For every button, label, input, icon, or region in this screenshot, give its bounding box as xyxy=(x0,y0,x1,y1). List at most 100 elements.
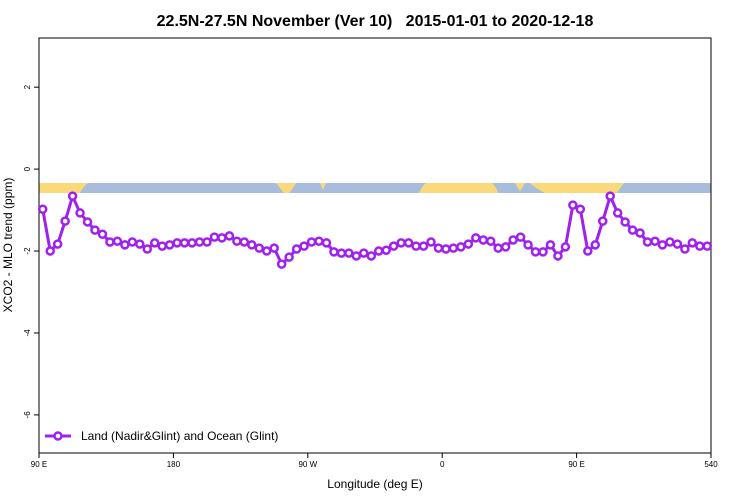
data-point xyxy=(508,235,518,245)
data-point xyxy=(381,245,391,255)
data-point xyxy=(105,237,115,247)
data-point xyxy=(52,239,63,249)
data-point xyxy=(135,239,145,249)
data-point xyxy=(612,208,623,218)
data-point xyxy=(232,236,242,246)
data-point xyxy=(366,251,377,261)
data-point xyxy=(597,216,608,226)
data-point xyxy=(456,242,466,252)
data-point xyxy=(493,243,503,253)
x-tick-label: 90 W xyxy=(298,460,317,469)
data-point xyxy=(575,204,586,214)
x-tick-label: 90 E xyxy=(31,460,47,469)
data-point xyxy=(373,246,384,256)
data-point xyxy=(209,232,220,242)
y-axis-label: XCO2 - MLO trend (ppm) xyxy=(1,178,15,313)
data-point xyxy=(202,237,212,247)
data-point xyxy=(314,236,324,246)
data-point xyxy=(515,232,526,242)
data-point xyxy=(359,248,369,258)
y-tick-label: -2 xyxy=(23,247,32,255)
data-point xyxy=(568,200,578,210)
data-point xyxy=(545,240,556,250)
data-point xyxy=(538,247,548,257)
data-point xyxy=(299,241,309,251)
data-point xyxy=(403,238,414,248)
data-point xyxy=(224,231,235,241)
data-point xyxy=(321,238,332,248)
data-point xyxy=(642,237,653,247)
data-point xyxy=(269,243,279,253)
y-tick-label: 2 xyxy=(23,84,32,89)
data-point xyxy=(485,236,496,246)
data-point xyxy=(627,225,638,235)
data-point xyxy=(650,236,660,246)
data-point xyxy=(695,241,705,251)
data-point xyxy=(284,252,294,262)
data-point xyxy=(261,246,272,256)
data-point xyxy=(478,235,489,245)
data-point xyxy=(276,259,287,269)
y-tick-label: -6 xyxy=(23,411,32,419)
data-point xyxy=(463,239,474,249)
data-point xyxy=(127,237,138,247)
data-point xyxy=(433,243,444,253)
data-point xyxy=(97,229,108,239)
data-point xyxy=(605,191,615,201)
data-point xyxy=(239,237,250,247)
y-tick-label: -4 xyxy=(23,329,32,337)
data-point xyxy=(254,243,265,253)
data-point xyxy=(172,238,182,248)
data-point xyxy=(553,251,563,261)
data-point xyxy=(82,217,93,227)
data-point xyxy=(306,237,317,247)
land-ocean-band xyxy=(39,183,711,193)
data-point xyxy=(329,247,339,257)
data-point xyxy=(530,247,541,257)
data-point xyxy=(500,242,511,252)
data-point xyxy=(426,237,436,247)
y-tick-label: 0 xyxy=(23,166,32,171)
data-point xyxy=(179,238,190,248)
data-point xyxy=(194,237,205,247)
data-point xyxy=(583,246,593,256)
data-point xyxy=(388,241,399,251)
data-point xyxy=(112,236,123,246)
legend-label: Land (Nadir&Glint) and Ocean (Glint) xyxy=(81,429,278,443)
chart-title: 22.5N-27.5N November (Ver 10) 2015-01-01… xyxy=(157,13,594,30)
data-point xyxy=(471,233,481,243)
data-point xyxy=(448,243,459,253)
data-point xyxy=(217,233,227,243)
data-point xyxy=(560,242,571,252)
data-point xyxy=(90,225,100,235)
data-point xyxy=(142,244,153,254)
data-point xyxy=(702,241,713,251)
data-point xyxy=(441,244,451,254)
x-tick-label: 90 E xyxy=(568,460,584,469)
data-point xyxy=(187,238,197,248)
x-tick-label: 540 xyxy=(704,460,718,469)
data-point xyxy=(523,240,533,250)
data-point xyxy=(60,216,70,226)
data-point xyxy=(344,248,354,258)
data-point xyxy=(45,246,55,256)
data-point xyxy=(672,239,683,249)
data-point xyxy=(75,208,85,218)
data-point xyxy=(291,244,302,254)
data-point xyxy=(37,204,48,214)
data-point xyxy=(351,251,362,261)
data-point xyxy=(418,241,429,251)
data-point xyxy=(157,241,167,251)
x-tick-label: 0 xyxy=(440,460,445,469)
data-point xyxy=(687,238,698,248)
x-axis-label: Longitude (deg E) xyxy=(327,477,422,491)
data-point xyxy=(336,248,347,258)
data-point xyxy=(396,238,406,248)
data-point xyxy=(67,191,78,201)
data-point xyxy=(665,237,675,247)
legend-marker xyxy=(53,431,63,441)
data-point xyxy=(247,240,257,250)
data-point xyxy=(657,240,668,250)
data-point xyxy=(635,228,645,238)
